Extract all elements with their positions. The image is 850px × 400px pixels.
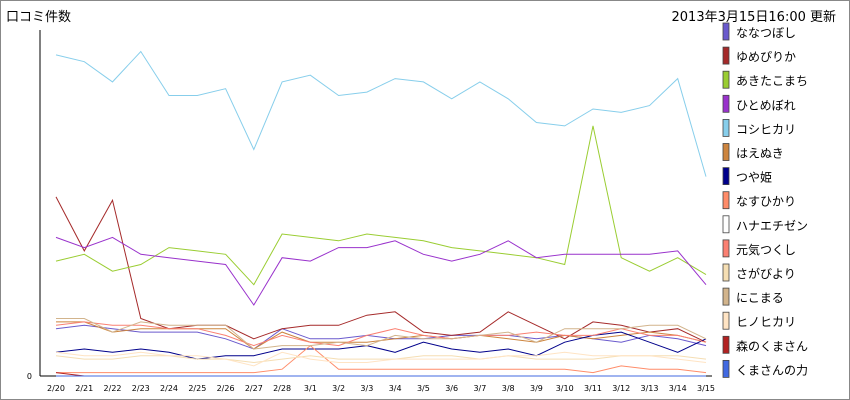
x-tick-label: 2/27: [245, 384, 263, 393]
series-line-5: [56, 321, 707, 350]
legend-swatch: [722, 167, 730, 186]
x-tick-label: 3/15: [697, 384, 715, 393]
x-tick-label: 2/24: [160, 384, 178, 393]
x-tick-label: 2/22: [104, 384, 122, 393]
legend-label: ななつぼし: [736, 26, 796, 40]
series-line-3: [55, 236, 707, 306]
x-tick-label: 3/8: [502, 384, 515, 393]
x-tick-label: 3/7: [473, 384, 486, 393]
series-lines: [55, 50, 707, 377]
legend-label: さがびより: [736, 266, 796, 281]
x-tick-label: 3/6: [445, 384, 458, 393]
legend-label: くまさんの力: [736, 363, 808, 377]
series-line-7: [56, 344, 707, 374]
legend-swatch: [722, 46, 730, 65]
legend-label: つや姫: [736, 171, 772, 185]
x-tick-labels: 2/20 2/21 2/22 2/23 2/24 2/25 2/26 2/27 2/28 3/1 3…: [47, 384, 715, 393]
x-tick-label: 2/21: [75, 384, 93, 393]
x-tick-label: 2/20: [47, 384, 65, 393]
legend-swatch: [722, 359, 730, 378]
series-line-6: [55, 331, 707, 360]
x-tick-label: 3/3: [360, 384, 373, 393]
legend-swatch: [722, 239, 730, 258]
x-tick-label: 3/11: [584, 384, 602, 393]
chart-title: 口コミ件数: [6, 10, 72, 25]
series-line-0: [55, 324, 707, 350]
legend: ななつぼしゆめぴりかあきたこまちひとめぼれコシヒカリはえぬきつや姫なすひかりハナ…: [722, 22, 808, 378]
legend-swatch: [722, 70, 730, 89]
x-tick-label: 2/23: [132, 384, 150, 393]
legend-swatch: [722, 263, 730, 282]
legend-label: 森のくまさん: [736, 338, 808, 353]
x-tick-label: 3/2: [332, 384, 345, 393]
series-line-9: [55, 321, 707, 347]
legend-label: コシヒカリ: [736, 122, 796, 136]
series-line-10: [55, 355, 707, 364]
x-tick-label: 3/9: [530, 384, 543, 393]
y-tick-label: 0: [27, 372, 32, 381]
legend-label: ヒノヒカリ: [736, 315, 796, 329]
legend-swatch: [722, 94, 730, 113]
series-line-1: [55, 196, 707, 343]
legend-swatch: [722, 287, 730, 306]
x-tick-label: 3/13: [640, 384, 658, 393]
legend-swatch: [722, 191, 730, 210]
legend-label: ひとめぼれ: [736, 98, 796, 112]
x-tick-label: 3/10: [556, 384, 574, 393]
legend-label: ハナエチゼン: [736, 219, 808, 233]
x-tick-label: 2/25: [188, 384, 206, 393]
x-tick-label: 3/1: [304, 384, 317, 393]
legend-swatch: [722, 335, 730, 354]
series-line-11: [56, 318, 707, 350]
legend-swatch: [722, 311, 730, 330]
legend-swatch: [722, 215, 730, 234]
legend-label: なすひかり: [736, 195, 796, 209]
x-tick-label: 3/4: [389, 384, 402, 393]
x-tick-label: 3/5: [417, 384, 430, 393]
series-line-4: [55, 50, 707, 177]
x-tick-label: 2/26: [217, 384, 235, 393]
legend-label: ゆめぴりか: [736, 50, 796, 64]
updated-timestamp: 2013年3月15日16:00 更新: [671, 10, 837, 25]
series-line-12: [55, 351, 707, 367]
x-tick-label: 2/28: [273, 384, 291, 393]
legend-swatch: [722, 22, 730, 41]
legend-label: あきたこまち: [736, 74, 808, 88]
x-tick-label: 3/14: [669, 384, 687, 393]
series-line-2: [55, 125, 707, 286]
legend-label: 元気つくし: [736, 242, 796, 257]
legend-swatch: [722, 119, 730, 137]
series-line-13: [55, 372, 706, 377]
legend-label: にこまる: [736, 291, 784, 305]
legend-label: はえぬき: [736, 147, 784, 161]
x-tick-label: 3/12: [612, 384, 630, 393]
legend-swatch: [722, 143, 730, 161]
